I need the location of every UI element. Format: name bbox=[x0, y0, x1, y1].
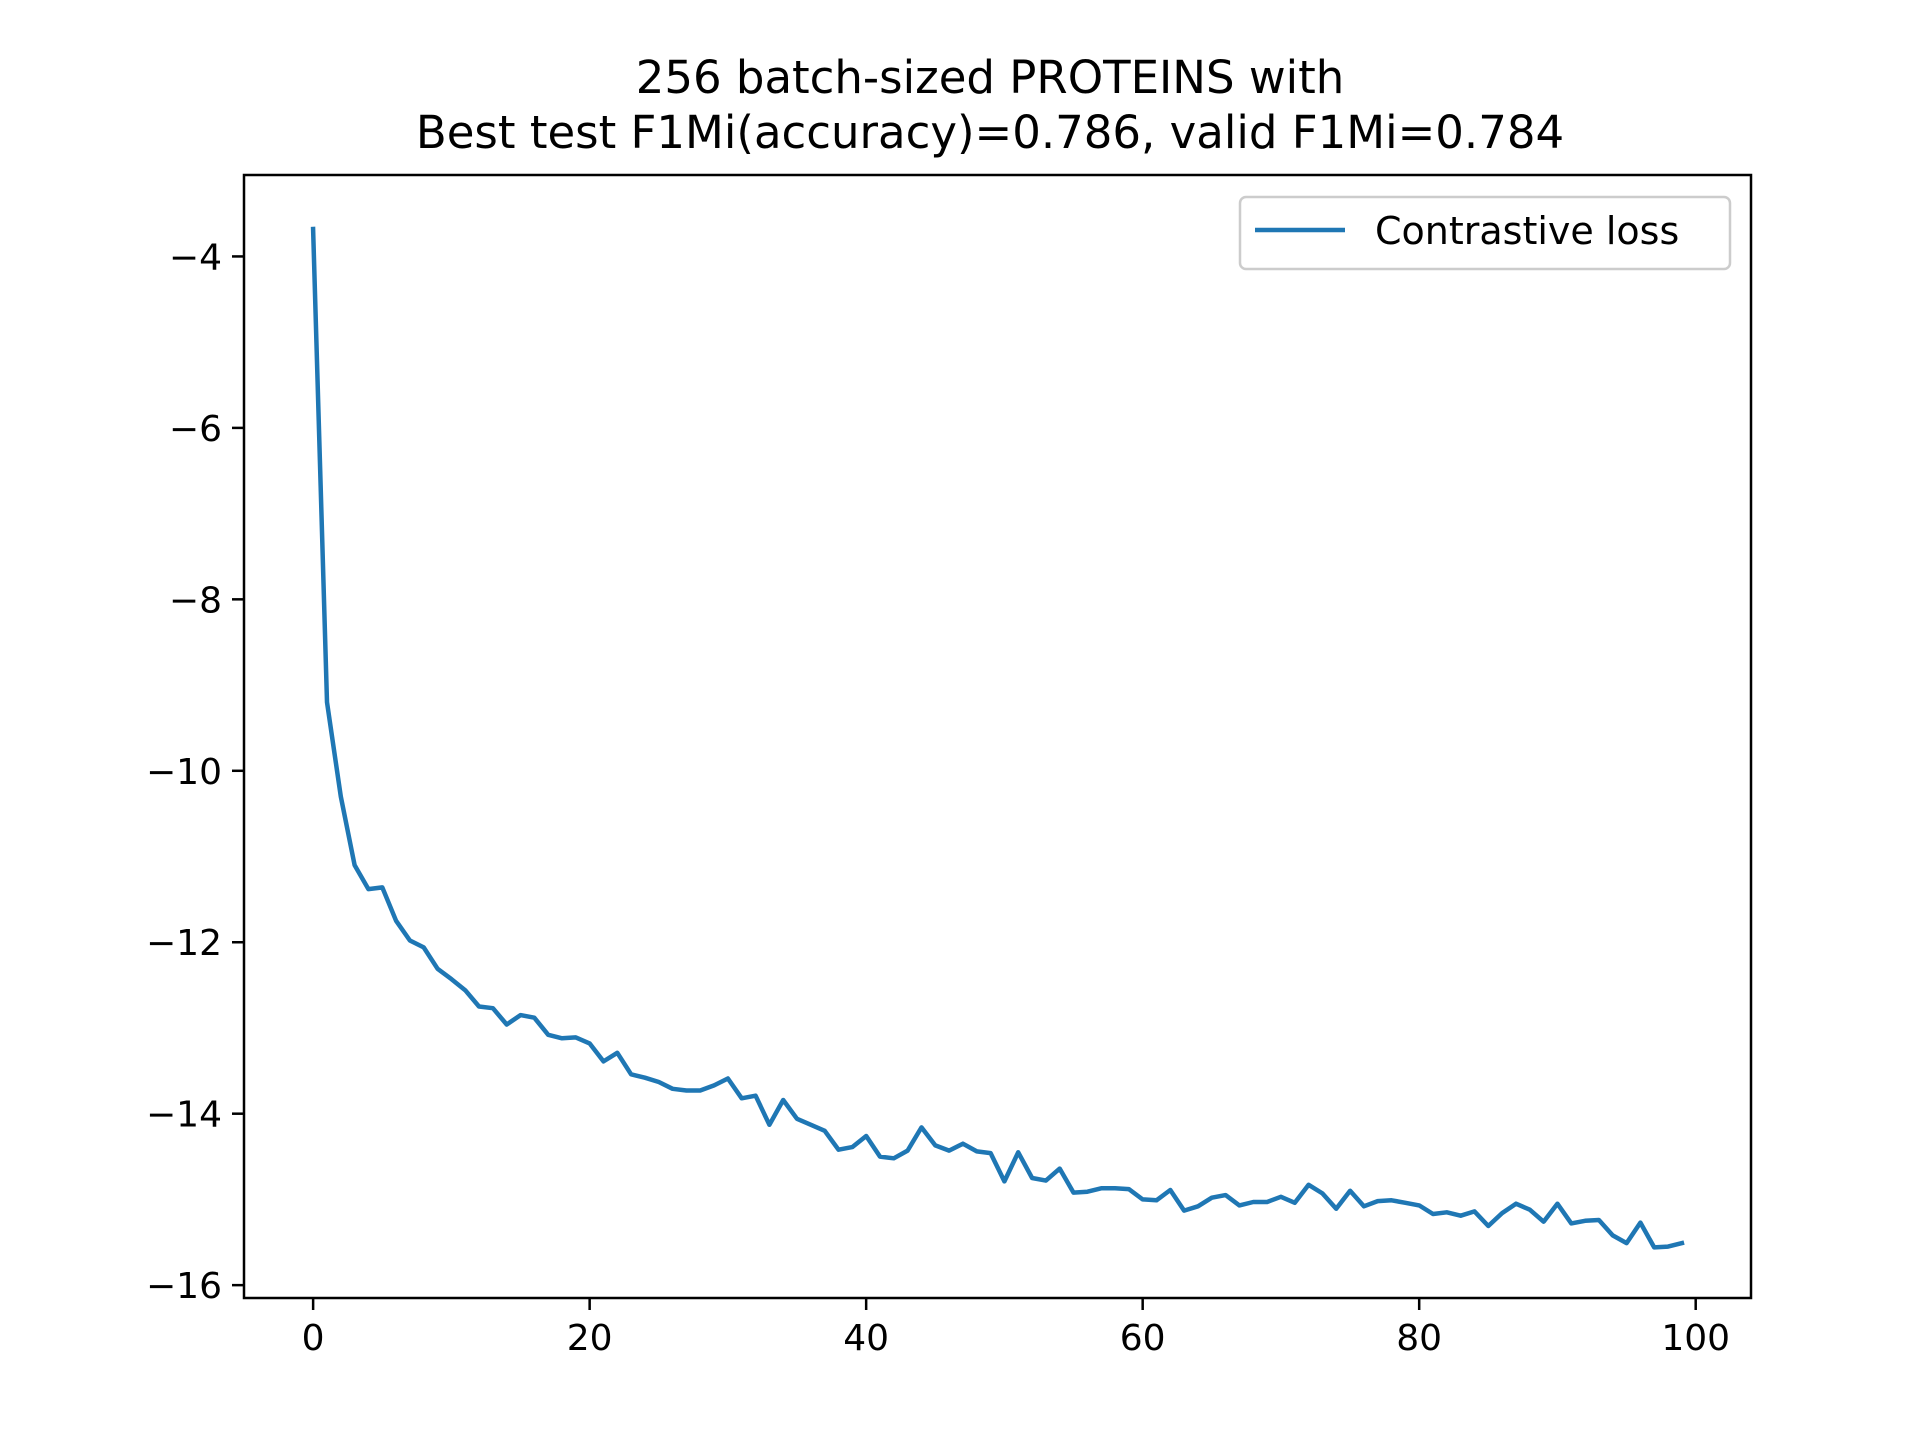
y-tick-label: −12 bbox=[146, 923, 222, 964]
x-tick-label: 0 bbox=[302, 1318, 325, 1359]
y-tick-label: −14 bbox=[146, 1095, 222, 1136]
y-tick-label: −16 bbox=[146, 1266, 222, 1307]
legend: Contrastive loss bbox=[1238, 195, 1732, 271]
series-line-contrastive-loss bbox=[310, 226, 1685, 1250]
legend-box bbox=[1238, 195, 1732, 271]
y-tick-label: −6 bbox=[169, 409, 222, 450]
y-tick-label: −4 bbox=[169, 237, 222, 278]
legend-label-contrastive-loss: Contrastive loss bbox=[1375, 209, 1679, 253]
x-tick-label: 40 bbox=[843, 1318, 889, 1359]
y-tick-label: −10 bbox=[146, 752, 222, 793]
plot-area-frame bbox=[242, 173, 1753, 1300]
y-tick-label: −8 bbox=[169, 580, 222, 621]
x-tick-label: 80 bbox=[1396, 1318, 1442, 1359]
x-tick-label: 20 bbox=[567, 1318, 613, 1359]
x-tick-label: 100 bbox=[1661, 1318, 1730, 1359]
x-tick-label: 60 bbox=[1120, 1318, 1166, 1359]
chart-title-line-2: Best test F1Mi(accuracy)=0.786, valid F1… bbox=[416, 106, 1564, 159]
chart-title-line-1: 256 batch-sized PROTEINS with bbox=[636, 51, 1345, 104]
